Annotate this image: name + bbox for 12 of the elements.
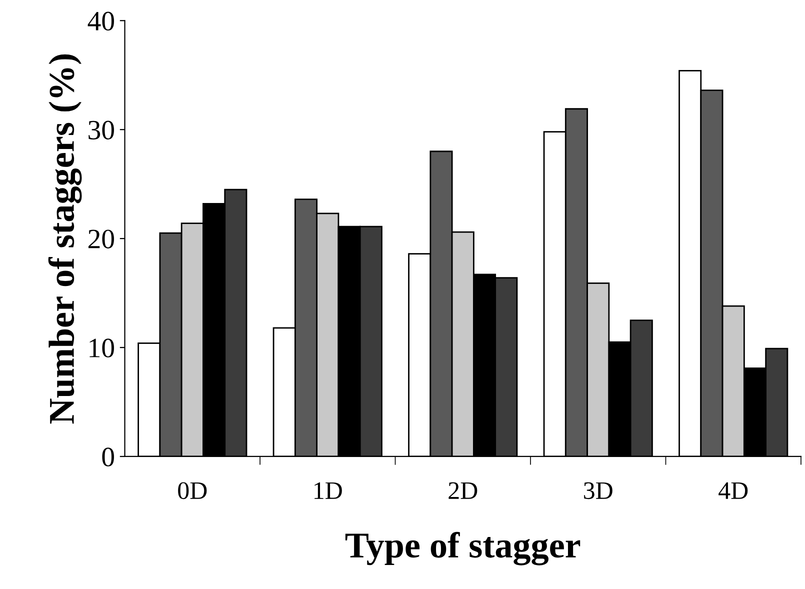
x-axis-title: Type of stagger <box>345 532 580 566</box>
y-tick-label: 0 <box>102 448 114 466</box>
y-tick-label: 10 <box>90 338 114 358</box>
x-tick-label: 0D <box>178 482 207 500</box>
y-tick-label: 40 <box>88 12 114 31</box>
x-tick-label: 4D <box>718 482 748 499</box>
x-tick-label: 2D <box>448 482 478 499</box>
y-tick-label: 20 <box>88 230 114 248</box>
x-tick-label: 1D <box>314 482 342 499</box>
y-tick-label: 30 <box>88 120 114 140</box>
x-tick-label: 3D <box>584 482 612 500</box>
y-axis-title: Number of staggers (%) <box>48 54 82 424</box>
